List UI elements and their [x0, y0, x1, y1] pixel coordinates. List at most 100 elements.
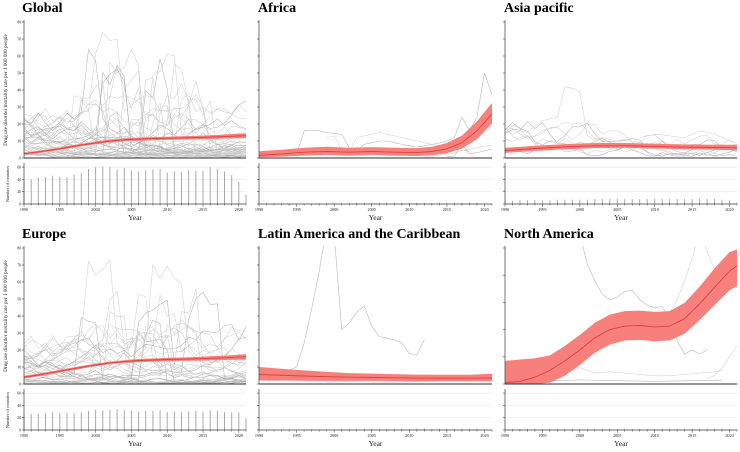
bar [601, 428, 603, 430]
north-america-chart: 1990 1995 2000 2005 2010 2015 2020 Year [501, 246, 738, 448]
confidence-band [259, 367, 492, 382]
bar [684, 199, 686, 204]
y-axis-label: Drug use disorder mortality rate per 1 0… [3, 259, 9, 371]
x-tick-label: 2000 [330, 433, 338, 438]
x-tick-label: 2015 [688, 433, 696, 438]
bar-chart: 0 20 40 60 Number of countries [5, 163, 247, 207]
bar [714, 428, 715, 430]
x-tick-label: 2005 [368, 207, 376, 212]
bar-y-tick-label: 0 [19, 428, 21, 433]
country-line [288, 246, 425, 371]
x-tick-label: 2020 [480, 433, 488, 438]
x-tick-label: 2000 [330, 207, 338, 212]
confidence-band [24, 133, 246, 155]
panel-title-asia-pacific: Asia pacific [504, 1, 574, 16]
country-line [24, 137, 247, 157]
x-tick-label: 2005 [127, 207, 135, 212]
bar [195, 170, 197, 204]
bar [73, 174, 75, 204]
bar [202, 411, 204, 430]
country-line [24, 338, 247, 379]
bar [363, 202, 365, 204]
bar [714, 199, 715, 204]
bar-y-axis-label: Number of countries [5, 392, 10, 429]
bar [512, 428, 513, 430]
bar [512, 200, 513, 204]
bar [438, 202, 440, 204]
bar [594, 428, 596, 430]
bar [37, 177, 39, 204]
bar [691, 199, 693, 204]
bar [571, 199, 573, 204]
panel-africa: Africa 1990 1995 2000 2005 2010 2015 2020 Year [248, 0, 494, 226]
bar [549, 200, 551, 204]
country-line [24, 299, 247, 380]
x-axis-label: Year [369, 439, 383, 448]
confidence-band [24, 354, 246, 379]
bar [109, 409, 111, 430]
panel-title-latin-america: Latin America and the Caribbean [258, 227, 461, 242]
panel-europe: Europe 0 10 20 30 40 50 60 70 80 Drug use disorde… [0, 226, 248, 452]
y-tick-label: 40 [17, 88, 21, 93]
bar [166, 172, 168, 204]
trend-line [24, 135, 247, 155]
bar [88, 410, 89, 430]
bar-chart [503, 163, 738, 205]
bar [245, 194, 247, 204]
bar [469, 428, 470, 430]
bar-chart: 0 20 40 60 Number of countries [5, 389, 247, 433]
bar [416, 428, 418, 430]
y-tick-label: 50 [17, 71, 21, 76]
country-line [639, 130, 738, 143]
bar [423, 202, 425, 204]
y-tick-label: 60 [17, 54, 21, 59]
country-line [24, 64, 247, 158]
panel-latin-america: Latin America and the Caribbean 1990 1995… [248, 226, 494, 452]
x-tick-label: 1995 [292, 207, 300, 212]
x-tick-label: 2000 [576, 433, 584, 438]
x-axis-label: Year [614, 439, 628, 448]
bar-chart [503, 389, 738, 431]
bar [152, 169, 154, 204]
year-axis: 1990 1995 2000 2005 2010 2015 2020 Year [20, 430, 247, 448]
country-line [707, 345, 738, 379]
bar [173, 411, 175, 430]
x-tick-label: 1990 [501, 433, 509, 438]
bar [408, 202, 410, 204]
bar [109, 167, 111, 204]
country-line [24, 32, 247, 143]
y-tick-label: 30 [17, 105, 21, 110]
bar [386, 202, 388, 204]
bar [676, 428, 678, 430]
confidence-band [259, 102, 492, 158]
country-line [24, 333, 247, 377]
bar [37, 413, 39, 430]
trend-group [505, 143, 738, 153]
bar [594, 199, 596, 204]
bar [654, 428, 656, 430]
x-tick-label: 1990 [255, 207, 263, 212]
x-tick-label: 2010 [163, 207, 171, 212]
country-line [505, 124, 738, 148]
country-line [24, 53, 247, 148]
bar [401, 202, 403, 204]
global-chart: 0 10 20 30 40 50 60 70 80 Drug use disorder morta… [3, 20, 247, 222]
trend-group [24, 133, 247, 155]
bar [181, 412, 182, 430]
bar [145, 170, 147, 204]
bar [564, 428, 566, 430]
y-tick-label: 80 [17, 246, 21, 251]
y-tick-label: 20 [17, 122, 21, 127]
bar [556, 199, 558, 204]
country-line [24, 337, 247, 379]
main-y-axis: 0 10 20 30 40 50 60 70 80 [17, 246, 25, 387]
country-line [24, 99, 247, 158]
bar-chart [257, 389, 492, 431]
trend-line [505, 265, 738, 384]
bar-y-tick-label: 60 [17, 165, 21, 170]
bar [166, 412, 168, 430]
bar [348, 428, 350, 430]
y-tick-label: 50 [17, 297, 21, 302]
country-line [24, 294, 247, 363]
x-tick-label: 2000 [91, 207, 99, 212]
